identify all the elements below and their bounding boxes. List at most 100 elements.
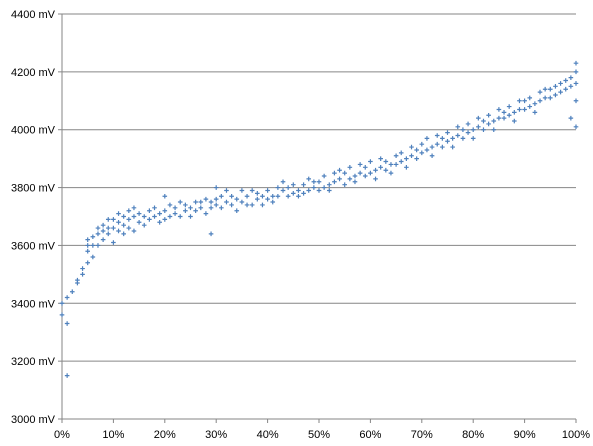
data-point (491, 127, 497, 133)
data-point (249, 202, 255, 208)
data-point (419, 150, 425, 156)
data-point (332, 170, 337, 176)
x-tick-label: 90% (514, 429, 536, 441)
y-tick-label: 4400 mV (11, 9, 56, 21)
x-tick-label: 80% (462, 429, 484, 441)
data-point (111, 217, 116, 222)
data-point (59, 300, 65, 306)
data-point (440, 136, 445, 141)
data-point (424, 136, 430, 141)
data-point (450, 144, 455, 150)
data-point (136, 211, 142, 216)
data-point (512, 110, 517, 115)
data-point (316, 188, 322, 193)
x-tick-label: 50% (308, 429, 330, 441)
data-point (116, 228, 121, 234)
data-point (152, 214, 157, 219)
data-point (255, 196, 260, 202)
data-point (558, 81, 563, 86)
data-point (162, 193, 168, 199)
data-point (64, 373, 70, 378)
data-point (111, 225, 116, 231)
data-point (126, 217, 132, 222)
data-point (157, 219, 162, 225)
data-point (172, 205, 178, 211)
data-point (213, 196, 219, 202)
data-point (373, 176, 378, 182)
data-point (434, 141, 440, 147)
data-point (393, 153, 399, 159)
data-point (342, 182, 347, 187)
data-point (414, 147, 419, 153)
data-point (90, 234, 96, 240)
data-point (193, 208, 198, 214)
data-point (64, 295, 70, 300)
data-point (75, 280, 80, 286)
data-point (188, 205, 193, 211)
data-point (59, 312, 65, 318)
x-tick-label: 20% (154, 429, 176, 441)
data-point (368, 170, 373, 176)
data-point (126, 208, 132, 214)
data-point (506, 112, 512, 118)
data-point (388, 170, 394, 176)
data-point (445, 130, 450, 135)
data-point (455, 124, 461, 130)
data-point (470, 136, 476, 141)
data-point (357, 162, 363, 167)
data-point (573, 98, 579, 104)
data-point (558, 89, 563, 95)
data-point (296, 188, 301, 193)
data-point (470, 127, 476, 133)
data-point (352, 179, 358, 185)
data-point (542, 95, 548, 101)
data-point (481, 118, 486, 124)
data-point (568, 115, 574, 121)
data-point (90, 243, 96, 248)
data-point (172, 211, 178, 216)
data-point (64, 321, 70, 326)
data-point (486, 112, 491, 118)
data-point (229, 193, 234, 199)
data-point (476, 115, 481, 121)
data-point (383, 159, 389, 164)
data-point (265, 196, 270, 202)
data-point (157, 211, 162, 216)
data-point (512, 118, 517, 124)
data-point (383, 167, 389, 173)
data-point (105, 217, 111, 222)
data-point (219, 205, 224, 211)
data-point (255, 191, 260, 196)
data-point (116, 211, 121, 216)
data-point (306, 188, 312, 193)
data-point (95, 243, 101, 248)
data-point (311, 179, 317, 185)
data-point (85, 237, 90, 242)
data-point (388, 162, 394, 167)
data-point (409, 144, 414, 150)
data-point (219, 193, 224, 199)
data-point (141, 214, 147, 219)
data-point (291, 191, 296, 196)
data-point (548, 95, 553, 101)
data-point (501, 110, 507, 115)
data-point (517, 107, 522, 112)
data-point (147, 217, 152, 222)
data-point (424, 147, 430, 153)
data-point (563, 86, 569, 92)
data-point (116, 219, 121, 225)
data-point (321, 185, 327, 190)
data-point (260, 193, 265, 199)
data-point (337, 176, 342, 182)
data-point (491, 118, 497, 124)
x-tick-label: 10% (102, 429, 124, 441)
data-point (136, 219, 142, 225)
data-point (573, 81, 579, 86)
data-point (326, 188, 332, 193)
data-point (95, 231, 101, 237)
data-point (162, 217, 168, 222)
data-point (573, 60, 579, 66)
data-point (224, 188, 229, 193)
data-point (85, 243, 90, 248)
